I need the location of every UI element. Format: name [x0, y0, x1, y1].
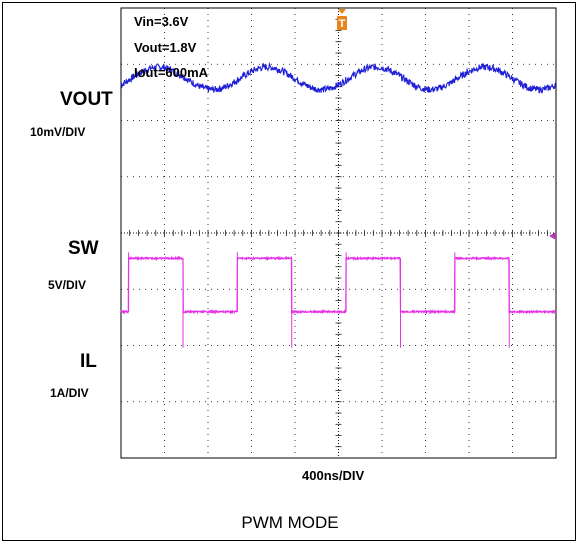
sw-trace [120, 255, 557, 315]
trigger-position-icon [338, 9, 346, 14]
caption: PWM MODE [241, 513, 339, 532]
vout-channel-label: VOUT [60, 89, 113, 110]
il-channel-label: IL [80, 351, 97, 372]
figure-frame [2, 2, 576, 541]
vout-scale-label: 10mV/DIV [30, 125, 86, 139]
sw-scale-label: 5V/DIV [48, 278, 87, 292]
markers: T [337, 9, 556, 240]
condition-vout: Vout=1.8V [134, 40, 197, 55]
sw-channel-label: SW [68, 238, 99, 259]
condition-vin: Vin=3.6V [134, 14, 189, 29]
timebase-label: 400ns/DIV [302, 468, 365, 483]
il-scale-label: 1A/DIV [50, 386, 89, 400]
graticule-grid [120, 7, 557, 459]
traces [120, 61, 557, 348]
vout-trace [120, 61, 557, 94]
trigger-marker-label: T [339, 18, 346, 30]
trigger-level-icon [549, 232, 556, 240]
trigger-marker-icon [337, 16, 347, 30]
condition-iout: Iout=600mA [134, 65, 209, 80]
